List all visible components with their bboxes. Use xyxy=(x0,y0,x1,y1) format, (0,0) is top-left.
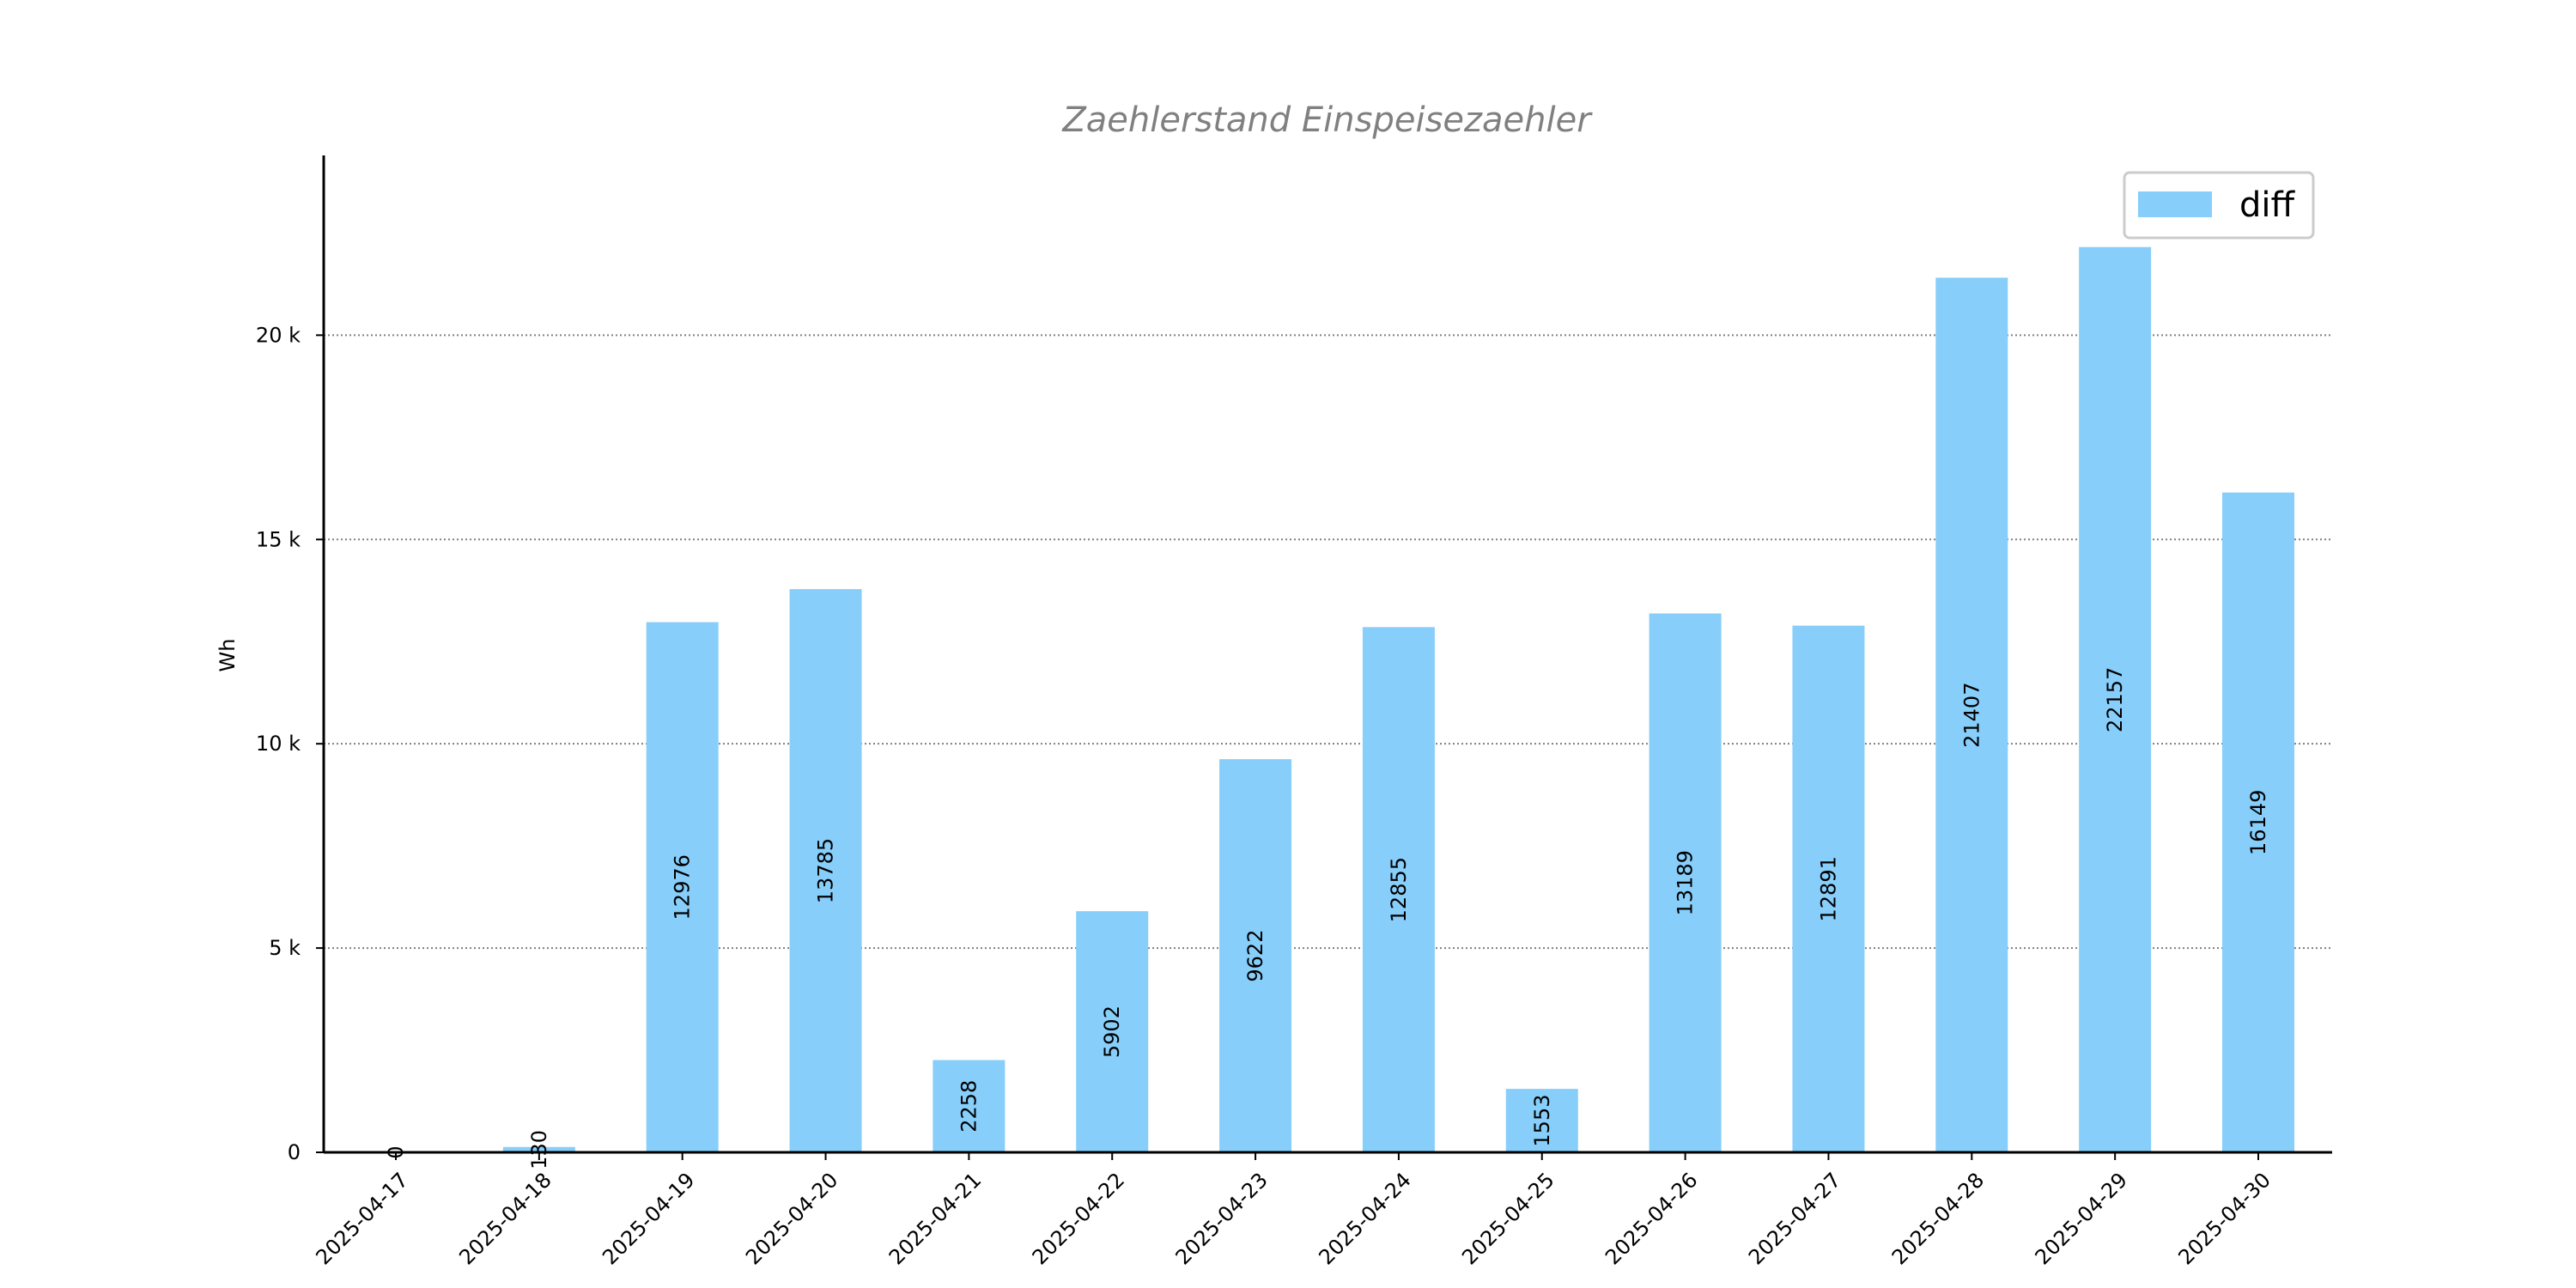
x-tick-label: 2025-04-21 xyxy=(884,1168,986,1269)
bar-data-label: 130 xyxy=(527,1130,551,1170)
bar-data-label: 1553 xyxy=(1530,1095,1554,1147)
x-axis-ticks: 2025-04-17 2025-04-18 2025-04-19 2025-04-20… xyxy=(311,1152,2275,1270)
bar xyxy=(789,589,862,1152)
bar-data-label: 12891 xyxy=(1816,856,1840,921)
y-tick-label: 10 k xyxy=(256,732,301,756)
bar-data-label: 2258 xyxy=(957,1080,981,1133)
y-tick-label: 15 k xyxy=(256,527,301,551)
bar xyxy=(2079,246,2152,1153)
y-tick-label: 5 k xyxy=(269,936,301,960)
x-tick-label: 2025-04-19 xyxy=(598,1168,699,1269)
y-tick-label: 0 xyxy=(288,1140,301,1164)
x-tick-label: 2025-04-24 xyxy=(1314,1168,1415,1269)
bar-data-label: 13785 xyxy=(814,838,838,903)
bar-data-label: 9622 xyxy=(1243,930,1267,982)
bar xyxy=(1792,625,1865,1152)
bar xyxy=(646,622,719,1152)
bar-data-label: 13189 xyxy=(1674,850,1698,915)
bar-data-label: 12976 xyxy=(671,854,695,920)
x-tick-label: 2025-04-17 xyxy=(311,1168,412,1269)
gridlines xyxy=(324,334,2332,950)
legend-box xyxy=(2123,171,2315,240)
chart-title: Zaehlerstand Einspeisezaehler xyxy=(1061,100,1593,140)
x-tick-label: 2025-04-25 xyxy=(1457,1168,1558,1269)
x-tick-label: 2025-04-20 xyxy=(741,1168,842,1269)
x-tick-label: 2025-04-29 xyxy=(2031,1168,2132,1269)
x-tick-label: 2025-04-30 xyxy=(2173,1168,2275,1269)
bar xyxy=(1935,277,2008,1152)
legend-label: diff xyxy=(2239,185,2296,225)
bar xyxy=(1076,911,1149,1152)
bar xyxy=(1505,1089,1578,1152)
y-axis-ticks: 0 5 k 10 k 15 k 20 k xyxy=(256,323,324,1164)
x-tick-label: 2025-04-23 xyxy=(1171,1168,1273,1269)
x-tick-label: 2025-04-27 xyxy=(1744,1168,1845,1269)
x-tick-label: 2025-04-22 xyxy=(1028,1168,1129,1269)
bar-data-label: 21407 xyxy=(1959,683,1984,748)
legend-swatch xyxy=(2138,191,2212,217)
bars xyxy=(502,246,2294,1153)
bar xyxy=(1219,759,1292,1152)
bar-data-label: 16149 xyxy=(2246,790,2270,855)
bar-data-label: 5902 xyxy=(1100,1005,1124,1058)
bar xyxy=(1362,627,1435,1152)
bar xyxy=(502,1146,575,1152)
bar xyxy=(1649,613,1722,1152)
x-tick-label: 2025-04-18 xyxy=(454,1168,556,1269)
x-tick-label: 2025-04-28 xyxy=(1887,1168,1989,1269)
bar-data-labels: 0130129761378522585902962212855155313189… xyxy=(384,667,2270,1170)
y-tick-label: 20 k xyxy=(256,323,301,347)
bar-data-label: 22157 xyxy=(2103,667,2127,732)
legend: diff xyxy=(2123,171,2315,240)
bar xyxy=(933,1060,1005,1152)
bar xyxy=(2222,492,2294,1152)
axes xyxy=(322,155,2332,1154)
y-axis-label: Wh xyxy=(216,639,240,672)
x-tick-label: 2025-04-26 xyxy=(1601,1168,1702,1269)
bar-data-label: 12855 xyxy=(1387,857,1411,922)
